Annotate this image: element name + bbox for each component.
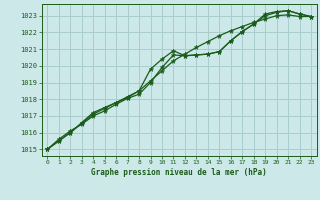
X-axis label: Graphe pression niveau de la mer (hPa): Graphe pression niveau de la mer (hPa): [91, 168, 267, 177]
